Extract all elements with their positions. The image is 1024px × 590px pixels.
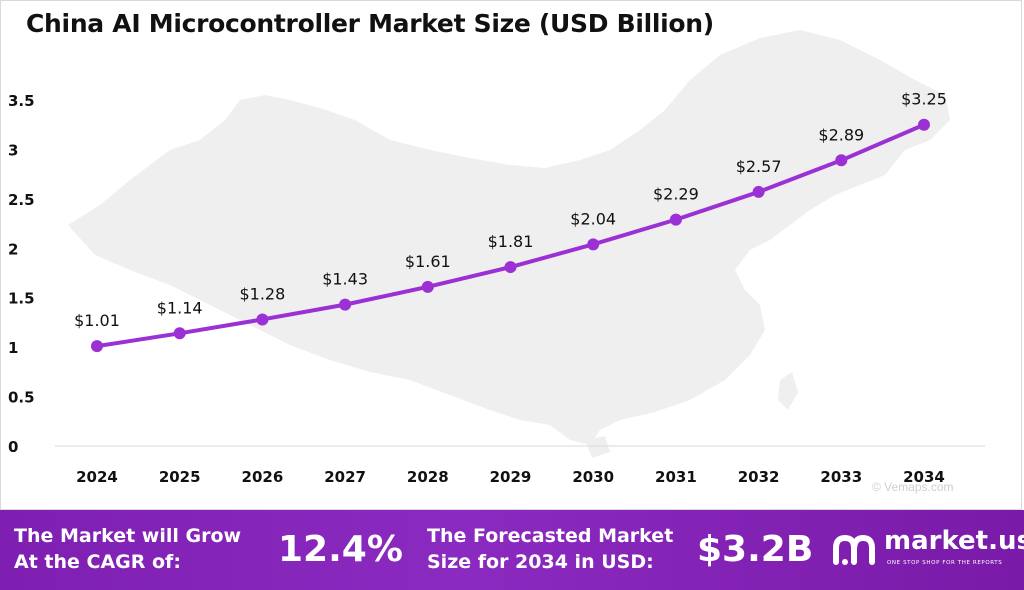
data-point xyxy=(504,261,517,274)
data-label: $1.28 xyxy=(239,284,285,303)
logo-name: market.us xyxy=(884,526,1024,556)
data-labels: $1.01 $1.14 $1.28 $1.43 $1.61 $1.81 $2.04 $2.29… xyxy=(74,90,947,330)
y-tick-label: 2 xyxy=(8,240,18,258)
x-tick-label: 2034 xyxy=(903,468,945,486)
hainan-shape xyxy=(585,436,610,458)
market-us-logo[interactable]: market.us ONE STOP SHOP FOR THE REPORTS xyxy=(832,524,1024,576)
data-label: $2.04 xyxy=(570,209,616,228)
y-tick-label: 1 xyxy=(8,339,18,357)
forecast-label-line2: Size for 2034 in USD: xyxy=(427,551,654,573)
data-point xyxy=(256,313,269,326)
y-tick-label: 3.5 xyxy=(8,92,35,110)
y-tick-label: 0 xyxy=(8,438,18,456)
data-point xyxy=(918,118,930,131)
data-label: $1.61 xyxy=(405,252,451,271)
data-label: $2.57 xyxy=(736,157,782,176)
cagr-label-line1: The Market will Grow xyxy=(14,525,242,547)
y-tick-label: 0.5 xyxy=(8,389,35,407)
cagr-label: The Market will Grow At the CAGR of: xyxy=(14,523,241,575)
x-tick-label: 2028 xyxy=(407,468,449,486)
y-axis-ticks: 0 0.5 1 1.5 2 2.5 3 3.5 xyxy=(8,92,35,456)
line-chart: 00.511.522.533.5 2024 2025 2026 2027 2028 202… xyxy=(8,30,985,494)
y-tick-label: 1.5 xyxy=(8,290,35,308)
china-map-background xyxy=(68,30,950,445)
x-tick-label: 2030 xyxy=(572,468,614,486)
data-point xyxy=(752,185,765,198)
data-point xyxy=(91,340,103,353)
data-points xyxy=(91,118,930,353)
y-tick-label: 2.5 xyxy=(8,191,35,209)
data-label: $2.29 xyxy=(653,185,699,204)
data-point xyxy=(587,238,600,251)
x-tick-label: 2032 xyxy=(738,468,780,486)
data-label: $2.89 xyxy=(818,125,864,144)
data-label: $1.14 xyxy=(157,298,203,317)
map-watermark: © Vemaps.com xyxy=(872,480,954,494)
x-tick-label: 2029 xyxy=(490,468,532,486)
taiwan-shape xyxy=(778,372,798,410)
x-tick-label: 2031 xyxy=(655,468,697,486)
chart-title: China AI Microcontroller Market Size (US… xyxy=(26,9,714,38)
x-tick-label: 2025 xyxy=(159,468,201,486)
data-label: $1.01 xyxy=(74,311,120,330)
y-tick-label: 3 xyxy=(8,141,18,159)
forecast-label: The Forecasted Market Size for 2034 in U… xyxy=(427,523,673,575)
x-tick-label: 2033 xyxy=(820,468,862,486)
forecast-label-line1: The Forecasted Market xyxy=(427,525,674,547)
forecast-value: $3.2B xyxy=(697,529,814,570)
data-point xyxy=(669,213,682,226)
x-axis-ticks: 2024 2025 2026 2027 2028 2029 2030 2031 2032 2033… xyxy=(76,468,945,486)
cagr-label-line2: At the CAGR of: xyxy=(14,551,181,573)
data-label: $1.43 xyxy=(322,270,368,289)
data-label: $3.25 xyxy=(901,90,947,109)
data-point xyxy=(339,298,352,311)
data-point xyxy=(421,280,434,293)
x-tick-label: 2024 xyxy=(76,468,118,486)
x-tick-label: 2026 xyxy=(242,468,284,486)
data-point xyxy=(835,154,848,167)
summary-banner: The Market will Grow At the CAGR of: 12.… xyxy=(0,510,1024,590)
x-tick-label: 2027 xyxy=(324,468,366,486)
data-label: $1.81 xyxy=(488,232,534,251)
data-point xyxy=(173,327,186,340)
logo-tagline: ONE STOP SHOP FOR THE REPORTS xyxy=(887,560,1003,566)
market-us-logo-icon xyxy=(833,534,875,565)
cagr-value: 12.4% xyxy=(278,529,403,570)
